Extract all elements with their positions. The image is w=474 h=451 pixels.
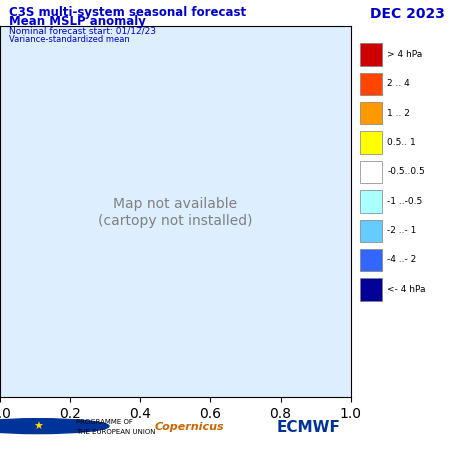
Text: -2 ..- 1: -2 ..- 1 (387, 226, 417, 235)
Text: Copernicus: Copernicus (155, 421, 224, 431)
Text: Nominal forecast start: 01/12/23: Nominal forecast start: 01/12/23 (9, 27, 156, 36)
Text: -1 ..-0.5: -1 ..-0.5 (387, 196, 422, 205)
Text: Variance-standardized mean: Variance-standardized mean (9, 35, 130, 43)
Text: ★: ★ (33, 421, 43, 431)
Circle shape (0, 419, 109, 434)
Text: DEC 2023: DEC 2023 (370, 7, 445, 21)
Text: PROGRAMME OF: PROGRAMME OF (76, 418, 133, 424)
Text: -4 ..- 2: -4 ..- 2 (387, 255, 417, 264)
Text: ECMWF: ECMWF (276, 419, 340, 434)
Text: <- 4 hPa: <- 4 hPa (387, 284, 426, 293)
Text: Map not available
(cartopy not installed): Map not available (cartopy not installed… (98, 197, 253, 227)
Text: -0.5..0.5: -0.5..0.5 (387, 167, 425, 176)
Text: Mean MSLP anomaly: Mean MSLP anomaly (9, 15, 146, 28)
Text: 2 .. 4: 2 .. 4 (387, 79, 410, 88)
Text: 1 .. 2: 1 .. 2 (387, 108, 410, 117)
Text: C3S multi-system seasonal forecast: C3S multi-system seasonal forecast (9, 6, 246, 19)
Text: 0.5.. 1: 0.5.. 1 (387, 138, 416, 147)
Text: THE EUROPEAN UNION: THE EUROPEAN UNION (76, 428, 155, 434)
Text: > 4 hPa: > 4 hPa (387, 50, 422, 59)
